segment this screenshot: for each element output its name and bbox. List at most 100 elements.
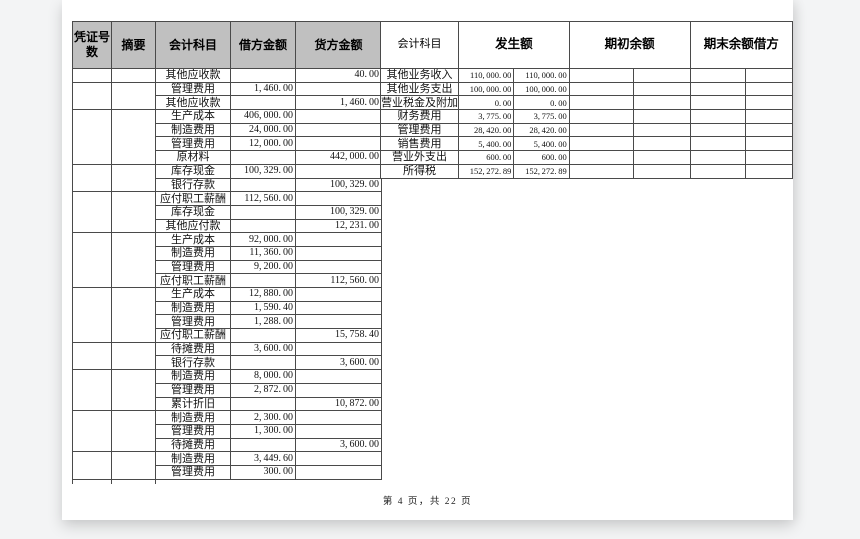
account-cell: 管理费用 bbox=[155, 423, 231, 439]
debit-amount-cell: 2, 300. 00 bbox=[230, 410, 296, 425]
account-cell: 生产成本 bbox=[155, 109, 231, 124]
opening-debit-cell bbox=[568, 68, 634, 83]
debit-amount-cell bbox=[230, 273, 296, 288]
journal-row: 管理费用 2, 872. 00 bbox=[73, 382, 382, 398]
journal-header-summary: 摘要 bbox=[111, 21, 156, 69]
summary-cell bbox=[111, 287, 156, 343]
summary-row: 所得税 152, 272. 89 152, 272. 89 bbox=[380, 163, 794, 179]
journal-header-row: 凭证号数 摘要 会计科目 借方金额 货方金额 bbox=[72, 21, 382, 69]
summary-cell bbox=[111, 191, 156, 234]
journal-row: 制造费用 2, 300. 00 bbox=[72, 410, 382, 453]
closing-debit-cell bbox=[689, 81, 746, 97]
summary-cell bbox=[111, 341, 156, 371]
closing-credit-cell bbox=[744, 95, 794, 111]
summary-row: 管理费用 28, 420. 00 28, 420. 00 bbox=[380, 122, 794, 138]
account-cell: 生产成本 bbox=[155, 287, 231, 302]
credit-amount-cell bbox=[295, 109, 382, 124]
closing-credit-cell bbox=[744, 150, 794, 165]
journal-row: 应付职工薪酬 112, 560. 00 bbox=[73, 273, 382, 288]
credit-amount-cell: 15, 758. 40 bbox=[295, 328, 382, 343]
journal-row: 生产成本 92, 000. 00 bbox=[72, 232, 382, 288]
journal-row: 累计折旧 10, 872. 00 bbox=[73, 396, 382, 412]
credit-amount-cell bbox=[295, 191, 382, 206]
debit-amount-cell: 3, 449. 60 bbox=[230, 451, 296, 466]
voucher-no-cell bbox=[72, 287, 112, 343]
closing-debit-cell bbox=[689, 109, 746, 124]
journal-row: 管理费用 300. 00 bbox=[73, 464, 382, 480]
voucher-no-cell bbox=[72, 341, 112, 371]
debit-amount-cell: 406, 000. 00 bbox=[230, 109, 296, 124]
closing-debit-cell bbox=[689, 136, 746, 152]
opening-credit-cell bbox=[632, 150, 691, 165]
debit-amount-cell: 11, 360. 00 bbox=[230, 245, 296, 261]
credit-amount-cell: 12, 231. 00 bbox=[295, 218, 382, 234]
print-page: 凭证号数 摘要 会计科目 借方金额 货方金额 其他应收款 40. 00 管理费用 1,… bbox=[62, 0, 794, 520]
summary-cell bbox=[111, 410, 156, 453]
account-cell: 管理费用 bbox=[155, 136, 231, 152]
credit-amount-cell bbox=[295, 300, 382, 316]
credit-amount-cell: 3, 600. 00 bbox=[295, 355, 382, 371]
account-cell: 所得税 bbox=[380, 163, 459, 179]
journal-header-account: 会计科目 bbox=[155, 21, 231, 69]
page-number-footer: 第 4 页，共 22 页 bbox=[382, 497, 473, 507]
journal-header-credit: 货方金额 bbox=[295, 21, 382, 69]
journal-row: 其他应付款 12, 231. 00 bbox=[73, 218, 382, 234]
amount-credit-cell: 100, 000. 00 bbox=[513, 81, 570, 97]
opening-credit-cell bbox=[632, 95, 691, 111]
credit-amount-cell bbox=[295, 245, 382, 261]
account-cell: 制造费用 bbox=[155, 369, 231, 384]
journal-header-debit: 借方金额 bbox=[230, 21, 296, 69]
debit-amount-cell: 3, 600. 00 bbox=[230, 341, 296, 357]
account-cell: 管理费用 bbox=[380, 122, 459, 138]
opening-credit-cell bbox=[632, 109, 691, 124]
closing-credit-cell bbox=[744, 136, 794, 152]
credit-amount-cell: 100, 329. 00 bbox=[295, 177, 382, 193]
amount-debit-cell: 28, 420. 00 bbox=[457, 122, 515, 138]
closing-credit-cell bbox=[744, 122, 794, 138]
summary-row: 财务费用 3, 775. 00 3, 775. 00 bbox=[380, 109, 794, 124]
debit-amount-cell: 92, 000. 00 bbox=[230, 232, 296, 247]
summary-row: 销售费用 5, 400. 00 5, 400. 00 bbox=[380, 136, 794, 152]
amount-debit-cell: 5, 400. 00 bbox=[457, 136, 515, 152]
credit-amount-cell: 442, 000. 00 bbox=[295, 150, 382, 165]
debit-amount-cell: 8, 000. 00 bbox=[230, 369, 296, 384]
debit-amount-cell bbox=[230, 68, 296, 83]
account-cell: 制造费用 bbox=[155, 451, 231, 466]
journal-row: 生产成本 12, 880. 00 bbox=[72, 287, 382, 343]
debit-amount-cell bbox=[230, 95, 296, 111]
summary-cell bbox=[111, 369, 156, 412]
journal-row: 待摊费用 3, 600. 00 bbox=[72, 341, 382, 371]
account-cell: 管理费用 bbox=[155, 382, 231, 398]
amount-debit-cell: 0. 00 bbox=[457, 95, 515, 111]
journal-table: 凭证号数 摘要 会计科目 借方金额 货方金额 其他应收款 40. 00 管理费用 1,… bbox=[72, 21, 382, 480]
debit-amount-cell bbox=[230, 204, 296, 220]
amount-credit-cell: 152, 272. 89 bbox=[513, 163, 570, 179]
summary-header-row: 会计科目 发生额 期初余额 期末余额借方 bbox=[380, 21, 794, 69]
journal-row: 制造费用 3, 449. 60 bbox=[72, 451, 382, 480]
closing-debit-cell bbox=[689, 122, 746, 138]
column-tail-lines bbox=[72, 479, 157, 484]
voucher-no-cell bbox=[72, 81, 112, 111]
account-cell: 管理费用 bbox=[155, 259, 231, 275]
summary-header-account: 会计科目 bbox=[380, 21, 459, 69]
journal-row: 制造费用 8, 000. 00 bbox=[72, 369, 382, 412]
opening-debit-cell bbox=[568, 109, 634, 124]
voucher-no-cell bbox=[72, 109, 112, 165]
opening-credit-cell bbox=[632, 81, 691, 97]
credit-amount-cell bbox=[295, 410, 382, 425]
journal-row: 制造费用 11, 360. 00 bbox=[73, 245, 382, 261]
account-cell: 其他业务支出 bbox=[380, 81, 459, 97]
credit-amount-cell bbox=[295, 451, 382, 466]
opening-credit-cell bbox=[632, 136, 691, 152]
amount-credit-cell: 600. 00 bbox=[513, 150, 570, 165]
account-cell: 制造费用 bbox=[155, 300, 231, 316]
summary-cell bbox=[111, 81, 156, 111]
account-cell: 其他应付款 bbox=[155, 218, 231, 234]
credit-amount-cell bbox=[295, 464, 382, 480]
account-cell: 原材料 bbox=[155, 150, 231, 165]
credit-amount-cell: 112, 560. 00 bbox=[295, 273, 382, 288]
summary-row: 营业税金及附加 0. 00 0. 00 bbox=[380, 95, 794, 111]
debit-amount-cell: 24, 000. 00 bbox=[230, 122, 296, 138]
amount-debit-cell: 600. 00 bbox=[457, 150, 515, 165]
opening-credit-cell bbox=[632, 163, 691, 179]
